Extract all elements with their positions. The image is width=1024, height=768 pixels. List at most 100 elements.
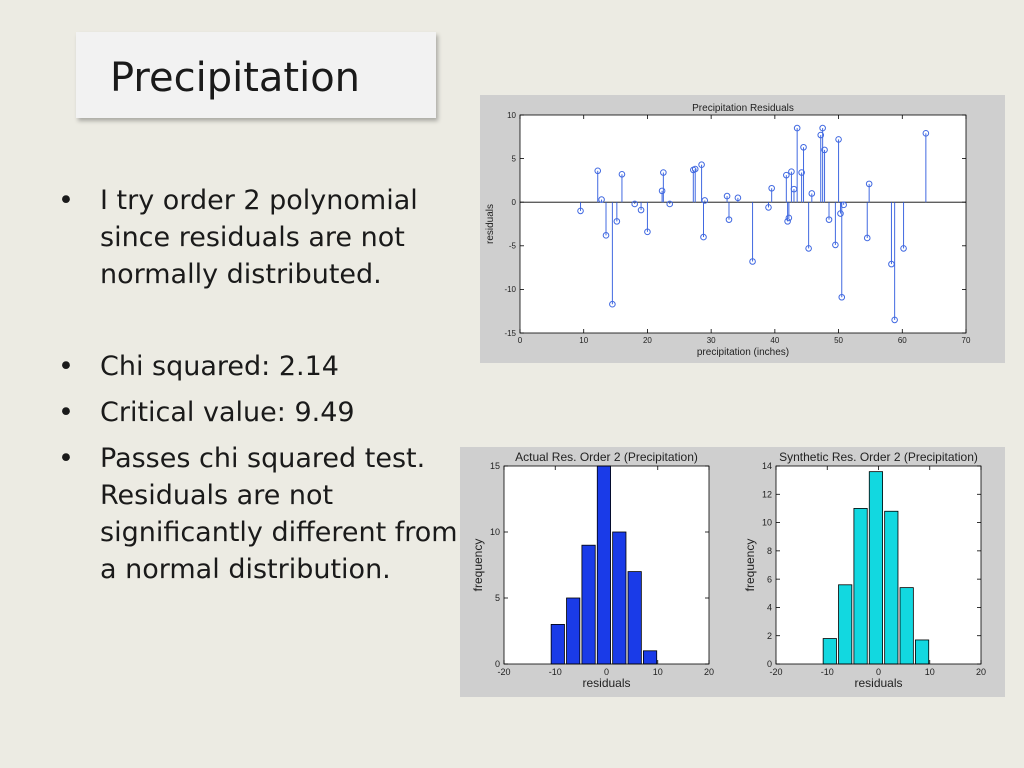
- histogram-bar: [822, 638, 837, 665]
- plot-frame: [519, 114, 967, 334]
- x-tick-label: 20: [704, 667, 714, 677]
- y-tick-label: -10: [504, 285, 516, 294]
- data-point: [734, 194, 742, 202]
- x-tick-label: 10: [579, 336, 588, 345]
- data-point: [644, 228, 651, 236]
- x-tick-label: 60: [898, 336, 907, 345]
- x-tick-label: 20: [976, 667, 986, 677]
- histogram-bar: [581, 544, 596, 665]
- plot-frame: [503, 465, 710, 665]
- data-point: [793, 124, 801, 132]
- data-point: [788, 168, 795, 175]
- data-point: [865, 180, 873, 188]
- x-tick-label: -20: [769, 667, 782, 677]
- histogram-bar: [627, 571, 642, 665]
- data-point: [691, 165, 699, 173]
- data-point: [658, 187, 666, 195]
- bullet-dot-icon: •: [58, 185, 74, 216]
- x-tick-label: 0: [518, 336, 523, 345]
- histogram-bar: [612, 531, 627, 665]
- data-point: [701, 197, 709, 204]
- y-tick-label: 4: [767, 603, 772, 613]
- data-point: [817, 131, 825, 139]
- y-tick-label: 0: [512, 198, 517, 207]
- data-point: [800, 143, 807, 151]
- x-tick-label: 10: [653, 667, 663, 677]
- histogram-bar: [868, 471, 883, 665]
- x-tick-label: 70: [962, 336, 971, 345]
- bullet-text: Passes chi squared test. Residuals are n…: [100, 443, 458, 585]
- data-point: [598, 196, 605, 203]
- histogram-bar: [914, 639, 930, 665]
- data-point: [609, 300, 616, 308]
- synthetic-residuals-histogram: Synthetic Res. Order 2 (Precipitation) -2…: [743, 450, 986, 690]
- bullet-dot-icon: •: [58, 397, 74, 428]
- x-tick-label: 20: [643, 336, 652, 345]
- histogram-bar: [596, 465, 611, 665]
- data-point: [837, 210, 844, 217]
- y-tick-label: -15: [504, 329, 516, 338]
- y-tick-label: 6: [767, 574, 772, 584]
- data-point: [637, 206, 645, 214]
- chart-title: Synthetic Res. Order 2 (Precipitation): [779, 450, 978, 464]
- y-tick-label: 15: [490, 461, 500, 471]
- histogram-bar: [853, 508, 868, 665]
- y-tick-label: 10: [490, 527, 500, 537]
- data-point: [666, 200, 674, 208]
- histogram-bar: [838, 584, 853, 665]
- data-point: [700, 233, 707, 241]
- bullet-dot-icon: •: [58, 351, 74, 382]
- data-point: [891, 316, 898, 324]
- data-point: [900, 245, 907, 252]
- bullet-dot-icon: •: [58, 443, 74, 474]
- plot-area: [520, 115, 966, 333]
- x-tick-label: 0: [604, 667, 609, 677]
- bullet-text: I try order 2 polynomial since residuals…: [100, 185, 418, 290]
- y-axis-label: residuals: [485, 204, 496, 244]
- chart-title: Precipitation Residuals: [692, 103, 794, 114]
- data-point: [613, 218, 621, 225]
- y-tick-label: 10: [762, 518, 772, 528]
- bullet-text: Critical value: 9.49: [100, 397, 355, 428]
- x-tick-label: 10: [925, 667, 935, 677]
- data-point: [602, 232, 610, 239]
- residuals-chart-panel: Precipitation Residuals 0 10 20 30 40 50 60 70 -1…: [480, 95, 1005, 363]
- x-axis-label: precipitation (inches): [697, 347, 789, 358]
- x-tick-label: -10: [549, 667, 562, 677]
- x-axis-label: residuals: [582, 676, 630, 690]
- data-point: [863, 234, 871, 242]
- title-box: Precipitation: [76, 32, 436, 118]
- data-point: [631, 200, 638, 208]
- y-tick-label: 0: [495, 659, 500, 669]
- histogram-bar: [884, 510, 899, 665]
- x-axis-label: residuals: [854, 676, 902, 690]
- histogram-bar: [550, 623, 565, 665]
- data-point: [618, 170, 626, 178]
- data-point: [808, 190, 816, 197]
- data-point: [785, 214, 793, 222]
- histogram-bar: [642, 650, 658, 665]
- data-point: [819, 124, 826, 132]
- x-tick-label: 0: [876, 667, 881, 677]
- data-point: [922, 130, 930, 137]
- data-point: [768, 184, 775, 192]
- data-point: [784, 218, 791, 225]
- data-point: [749, 258, 756, 265]
- y-tick-label: 10: [507, 111, 516, 120]
- y-tick-label: 2: [767, 631, 772, 641]
- y-tick-label: 12: [762, 489, 772, 499]
- data-point: [798, 169, 805, 176]
- x-tick-label: 40: [770, 336, 779, 345]
- y-tick-label: 8: [767, 546, 772, 556]
- x-tick-label: -10: [821, 667, 834, 677]
- x-tick-label: 30: [707, 336, 716, 345]
- data-point: [838, 293, 846, 301]
- x-tick-label: -20: [497, 667, 510, 677]
- y-tick-label: 0: [767, 659, 772, 669]
- chart-title: Actual Res. Order 2 (Precipitation): [515, 450, 698, 464]
- histograms-panel: Actual Res. Order 2 (Precipitation) -20 -1…: [460, 447, 1005, 697]
- data-point: [840, 201, 847, 209]
- data-point: [832, 241, 839, 249]
- actual-residuals-histogram: Actual Res. Order 2 (Precipitation) -20 -1…: [471, 450, 714, 690]
